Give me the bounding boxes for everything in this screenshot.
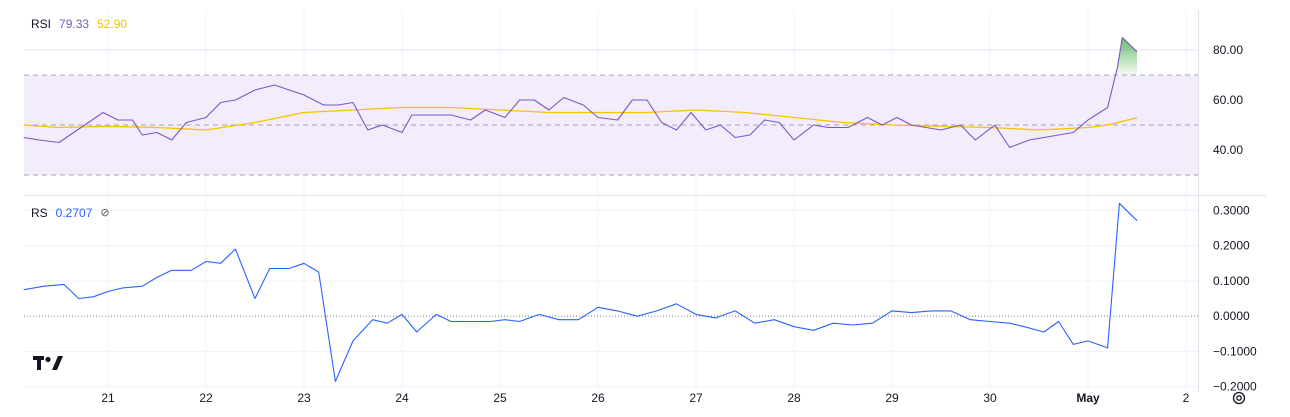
x-tick-label: 27 bbox=[689, 391, 703, 405]
rsi-lines bbox=[23, 36, 1138, 149]
rs-y-tick-label: −0.2000 bbox=[1213, 380, 1257, 394]
rs-y-tick-label: −0.1000 bbox=[1213, 344, 1257, 358]
rs-y-tick-label: 0.2000 bbox=[1213, 239, 1250, 253]
x-tick-label: 26 bbox=[591, 391, 605, 405]
rsi-y-axis[interactable]: 80.00 60.00 40.00 bbox=[1213, 43, 1243, 157]
pane-separators bbox=[24, 10, 1266, 392]
x-tick-label: May bbox=[1076, 391, 1100, 405]
rsi-y-tick-label: 40.00 bbox=[1213, 143, 1243, 157]
x-tick-label: 24 bbox=[395, 391, 409, 405]
rs-y-axis[interactable]: 0.3000 0.2000 0.1000 0.0000 −0.1000 −0.2000 bbox=[1213, 203, 1257, 393]
rsi-legend-name: RSI bbox=[31, 17, 52, 31]
rs-y-tick-label: 0.1000 bbox=[1213, 274, 1250, 288]
rsi-ma-series-line bbox=[23, 106, 1138, 131]
x-tick-label: 2 bbox=[1183, 391, 1190, 405]
rsi-legend-value: 79.33 bbox=[59, 17, 90, 31]
x-tick-label: 25 bbox=[493, 391, 507, 405]
rs-y-tick-label: 0.0000 bbox=[1213, 309, 1250, 323]
rsi-bands bbox=[24, 37, 1198, 176]
x-tick-label: 28 bbox=[787, 391, 801, 405]
rs-lines bbox=[23, 202, 1198, 382]
x-tick-label: 21 bbox=[101, 391, 115, 405]
x-tick-label: 22 bbox=[199, 391, 213, 405]
time-axis[interactable]: 21 22 23 24 25 26 27 28 29 30 May 2 bbox=[101, 391, 1189, 405]
rsi-y-tick-label: 80.00 bbox=[1213, 43, 1243, 57]
rs-legend-name: RS bbox=[31, 206, 48, 220]
x-tick-label: 23 bbox=[297, 391, 311, 405]
rsi-legend[interactable]: RSI 79.33 52.90 bbox=[31, 17, 127, 31]
rs-y-tick-label: 0.3000 bbox=[1213, 203, 1250, 217]
no-symbol-icon[interactable]: ⊘ bbox=[100, 207, 110, 219]
x-tick-label: 29 bbox=[885, 391, 899, 405]
tradingview-logo-icon[interactable] bbox=[33, 354, 63, 372]
rs-series-line bbox=[23, 202, 1138, 382]
rs-legend[interactable]: RS 0.2707 ⊘ bbox=[31, 206, 110, 220]
rs-legend-value: 0.2707 bbox=[55, 206, 93, 220]
settings-icon[interactable] bbox=[1231, 390, 1247, 406]
x-tick-label: 30 bbox=[983, 391, 997, 405]
rsi-series-line bbox=[23, 36, 1138, 149]
rsi-y-tick-label: 60.00 bbox=[1213, 93, 1243, 107]
grid-lines bbox=[24, 10, 1198, 392]
rsi-ma-legend-value: 52.90 bbox=[97, 17, 128, 31]
